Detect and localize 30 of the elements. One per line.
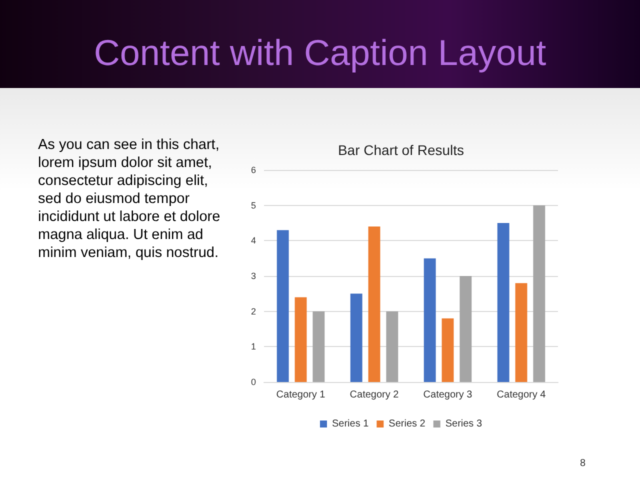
x-tick-label: Category 2 bbox=[350, 390, 400, 400]
bar bbox=[312, 311, 325, 382]
y-tick-label: 3 bbox=[250, 271, 256, 281]
legend-label: Series 1 bbox=[332, 418, 370, 430]
bar bbox=[497, 223, 510, 382]
y-tick-label: 0 bbox=[250, 377, 256, 387]
bar bbox=[460, 276, 472, 382]
bar bbox=[386, 311, 398, 382]
bar bbox=[515, 283, 528, 382]
y-tick-label: 5 bbox=[250, 200, 256, 210]
chart-title: Bar Chart of Results bbox=[338, 142, 464, 158]
legend-label: Series 3 bbox=[445, 418, 482, 430]
bar bbox=[350, 294, 362, 382]
legend-label: Series 2 bbox=[388, 418, 426, 430]
text: Content with Caption Layout bbox=[92, 32, 548, 74]
x-tick-label: Category 4 bbox=[496, 390, 546, 400]
y-tick-label: 6 bbox=[250, 165, 256, 175]
y-tick-label: 2 bbox=[250, 306, 256, 316]
bar bbox=[368, 226, 380, 382]
bar bbox=[533, 205, 546, 382]
bar bbox=[294, 297, 307, 382]
bar bbox=[276, 230, 289, 382]
bar bbox=[442, 318, 454, 382]
text: As you can see in this chart, lorem ipsum dolor sit amet, consectetur adipiscing elit, sed do eiusmod tempor incididunt ut labore et dolore magna aliqua. Ut enim ad minim veniam, quis nostrud. bbox=[38, 136, 222, 262]
y-tick-label: 4 bbox=[250, 236, 256, 246]
y-tick-label: 1 bbox=[250, 342, 256, 352]
x-tick-label: Category 3 bbox=[423, 390, 473, 400]
text: 8 bbox=[580, 458, 586, 469]
x-tick-label: Category 1 bbox=[276, 390, 326, 400]
bar bbox=[424, 258, 436, 382]
